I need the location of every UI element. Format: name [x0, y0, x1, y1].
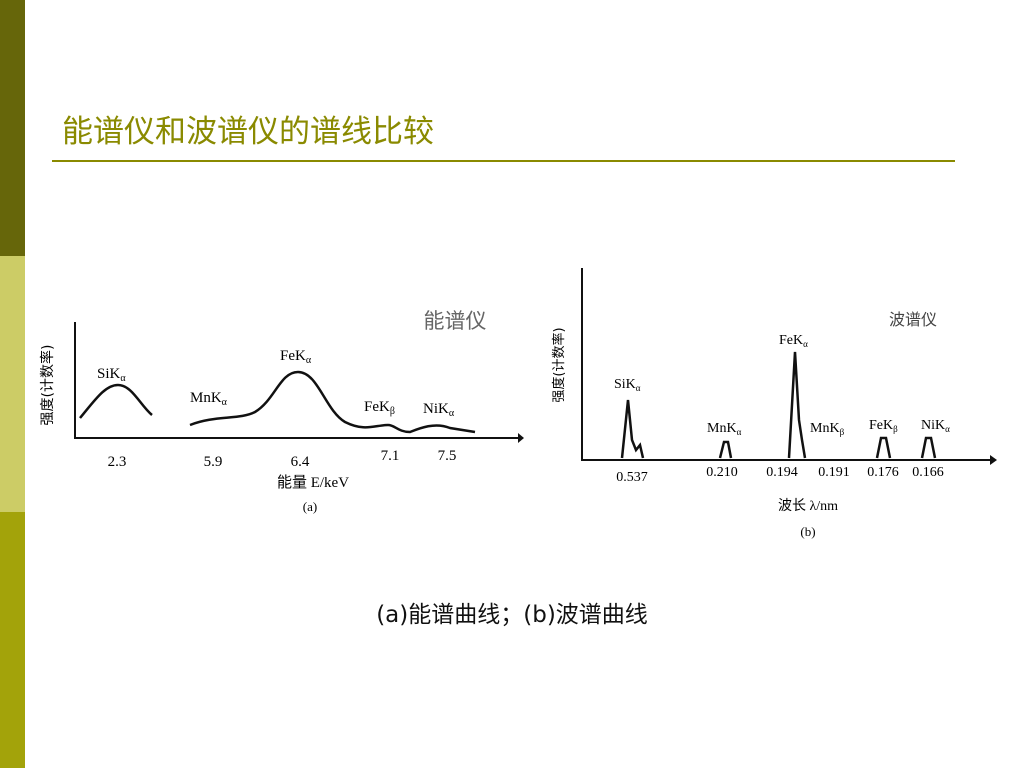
figure-name: 能谱仪 [424, 309, 487, 333]
side-bar [0, 0, 25, 256]
peak-label: MnKα [190, 390, 228, 408]
peak-label: NiKα [423, 401, 455, 419]
peak-label: SiKα [97, 366, 126, 384]
tick-label: 5.9 [204, 454, 223, 470]
figure-tag: (b) [800, 524, 815, 539]
spectrum [875, 436, 892, 459]
tick-label: 0.194 [766, 465, 798, 480]
peak-label: FeKβ [869, 418, 898, 434]
tick-label: 0.537 [616, 470, 648, 485]
peak-label: SiKα [614, 377, 641, 393]
y-label: 强度(计数率) [551, 327, 567, 402]
peak-label: MnKα [707, 421, 742, 437]
tick-label: 2.3 [108, 454, 127, 470]
peak-label: NiKα [921, 418, 950, 434]
figure-b: 波谱仪 强度(计数率) SiKα MnKα FeKα MnKβ FeKβ NiK… [551, 268, 997, 539]
tick-label: 0.191 [818, 465, 850, 480]
figure-tag: (a) [303, 499, 317, 514]
tick-label: 7.5 [438, 448, 457, 464]
spectrum [620, 399, 645, 459]
caption: (a)能谱曲线；(b)波谱曲线 [376, 602, 648, 628]
tick-label: 0.176 [867, 465, 899, 480]
title: 能谱仪和波谱仪的谱线比较 [62, 114, 434, 150]
y-label: 强度(计数率) [39, 345, 56, 426]
side-bar [0, 256, 25, 512]
spectrum [189, 370, 476, 434]
x-label: 波长 λ/nm [778, 498, 838, 514]
figure-name: 波谱仪 [889, 310, 937, 329]
figure-a: 能谱仪 强度(计数率) SiKα MnKα FeKα FeKβ NiKα 2.3… [39, 309, 524, 514]
tick-label: 7.1 [381, 448, 400, 464]
tick-label: 6.4 [291, 454, 310, 470]
side-bar [0, 512, 25, 768]
spectrum [718, 440, 733, 459]
peak-label: MnKβ [810, 421, 845, 437]
peak-label: FeKα [280, 348, 312, 366]
spectrum [79, 383, 153, 419]
peak-label: FeKα [779, 333, 808, 349]
spectrum [920, 436, 937, 459]
arrow [518, 433, 524, 443]
x-label: 能量 E/keV [277, 474, 349, 491]
arrow [990, 455, 997, 465]
tick-label: 0.166 [912, 465, 944, 480]
peak-label: FeKβ [364, 399, 395, 417]
tick-label: 0.210 [706, 465, 738, 480]
spectrum [787, 351, 807, 459]
